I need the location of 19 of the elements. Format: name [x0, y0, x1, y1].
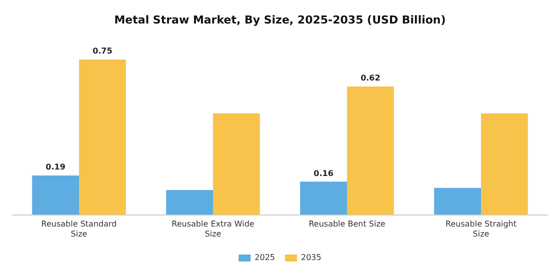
legend-label: 2035: [301, 253, 322, 262]
bar: [347, 86, 394, 215]
x-tick-label: Reusable Bent Size: [308, 220, 386, 229]
chart-title: Metal Straw Market, By Size, 2025-2035 (USD Billion): [114, 13, 446, 26]
data-label: 0.19: [46, 162, 66, 172]
x-tick-label: Reusable Straight Size: [446, 220, 516, 238]
bar: [213, 113, 260, 215]
data-label: 0.75: [92, 46, 113, 56]
legend-label: 2025: [254, 253, 275, 262]
bar: [166, 190, 213, 215]
x-tick-label: Reusable Standard Size: [41, 220, 117, 238]
bar: [300, 182, 347, 215]
data-label: 0.16: [314, 168, 334, 178]
bar: [32, 175, 79, 215]
x-tick-label: Reusable Extra Wide Size: [172, 220, 254, 238]
bar: [434, 188, 481, 215]
data-label: 0.62: [360, 74, 380, 83]
bar: [79, 60, 126, 215]
bar: [481, 113, 528, 215]
